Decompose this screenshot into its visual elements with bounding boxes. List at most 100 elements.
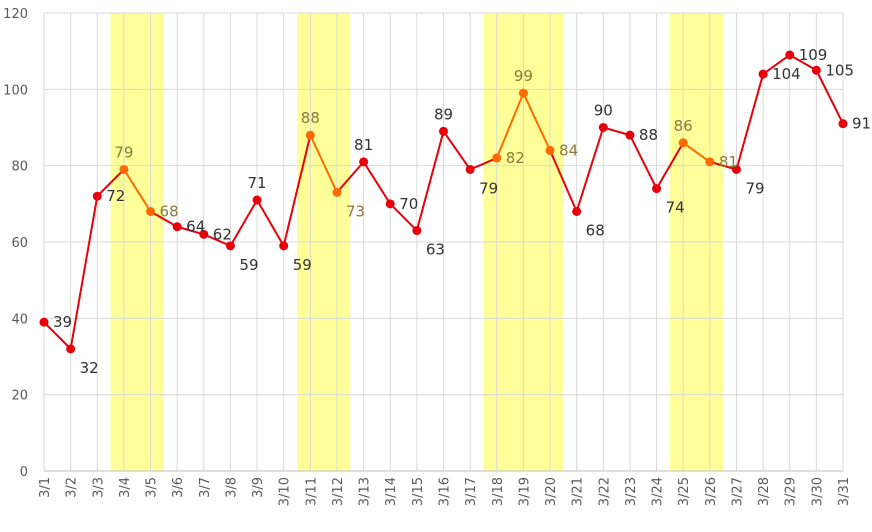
line-segment [495, 92, 525, 160]
data-label: 74 [666, 199, 685, 217]
x-tick-label: 3/9 [251, 477, 266, 498]
data-point [279, 241, 289, 251]
x-tick-label: 3/8 [224, 477, 239, 498]
data-point [785, 50, 795, 60]
data-point [598, 123, 608, 132]
x-tick-label: 3/17 [464, 477, 479, 506]
data-point [678, 138, 688, 148]
line-segment [708, 160, 738, 171]
data-label: 63 [426, 241, 445, 259]
data-label: 89 [434, 105, 453, 123]
data-label: 68 [160, 202, 179, 220]
data-point [811, 65, 821, 75]
data-point [705, 157, 715, 167]
data-point [146, 206, 156, 216]
x-tick-label: 3/15 [411, 477, 426, 506]
x-tick-label: 3/29 [784, 477, 799, 506]
line-segment [362, 160, 392, 205]
x-tick-labels: 3/1 3/2 3/3 3/4 3/5 3/6 3/7 3/8 3/9 3/10 3/11 3/12 3… [38, 477, 852, 506]
line-segment [815, 69, 844, 125]
y-tick-label: 80 [11, 160, 28, 175]
line-segment [335, 160, 365, 194]
x-tick-label: 3/25 [677, 477, 692, 506]
data-point [625, 130, 635, 140]
line-segment [628, 134, 658, 190]
data-point [199, 229, 209, 239]
series-points [39, 50, 848, 354]
y-tick-label: 100 [3, 83, 28, 98]
y-tick-label: 60 [11, 236, 28, 251]
line-segment [122, 168, 152, 213]
data-label: 71 [248, 174, 267, 192]
data-label: 79 [114, 143, 133, 161]
x-tick-label: 3/5 [145, 477, 160, 498]
x-tick-label: 3/26 [704, 477, 719, 506]
gridlines [43, 12, 844, 471]
data-label: 109 [799, 46, 828, 64]
data-point [39, 317, 49, 327]
data-label: 70 [399, 195, 418, 213]
x-tick-label: 3/24 [651, 477, 666, 506]
line-segment [762, 53, 791, 76]
data-label: 72 [106, 187, 125, 205]
line-segment [229, 199, 259, 247]
data-point [172, 222, 182, 232]
data-point [545, 145, 555, 155]
x-tick-label: 3/19 [517, 477, 532, 506]
data-point [385, 199, 395, 209]
y-tick-label: 120 [3, 7, 28, 22]
data-point [838, 119, 848, 129]
x-tick-label: 3/10 [278, 477, 293, 506]
data-label: 86 [674, 117, 693, 135]
y-tick-label: 20 [11, 389, 28, 404]
data-label: 105 [825, 61, 854, 79]
data-point [252, 195, 262, 205]
line-segment [788, 53, 818, 72]
line-segment [176, 225, 205, 236]
x-tick-label: 3/31 [837, 477, 852, 506]
data-point [305, 130, 315, 140]
data-point [518, 88, 528, 98]
line-segment [602, 126, 631, 137]
x-tick-label: 3/12 [331, 477, 346, 506]
x-tick-label: 3/7 [198, 477, 213, 498]
line-segment [442, 130, 472, 171]
data-label: 91 [852, 115, 871, 133]
data-point [412, 226, 422, 236]
data-label: 32 [80, 359, 99, 377]
data-point [225, 241, 235, 251]
x-tick-label: 3/11 [304, 477, 319, 506]
data-label: 81 [719, 153, 738, 171]
data-label: 104 [772, 65, 801, 83]
data-label: 59 [239, 256, 258, 274]
data-label: 84 [559, 141, 578, 159]
x-tick-label: 3/23 [624, 477, 639, 506]
x-tick-label: 3/14 [384, 477, 399, 506]
x-tick-label: 3/16 [438, 477, 453, 506]
data-label: 39 [53, 313, 72, 331]
line-segment [389, 202, 418, 232]
data-label: 59 [293, 256, 312, 274]
line-segment [655, 141, 685, 190]
data-point [359, 157, 369, 167]
line-segment [96, 168, 125, 198]
x-tick-label: 3/22 [597, 477, 612, 506]
data-point [92, 191, 102, 201]
data-point [492, 153, 502, 163]
data-point [758, 69, 768, 79]
x-tick-label: 3/6 [171, 477, 186, 498]
line-segment [682, 141, 711, 163]
x-tick-label: 3/20 [544, 477, 559, 506]
line-segment [309, 134, 338, 194]
data-label: 99 [514, 67, 533, 85]
x-tick-label: 3/13 [358, 477, 373, 506]
x-tick-label: 3/21 [571, 477, 586, 506]
data-point [465, 164, 475, 174]
x-tick-label: 3/1 [38, 477, 53, 498]
line-segment [256, 199, 285, 247]
line-segment [43, 321, 72, 350]
y-tick-label: 0 [20, 465, 28, 480]
data-label: 73 [346, 202, 365, 220]
